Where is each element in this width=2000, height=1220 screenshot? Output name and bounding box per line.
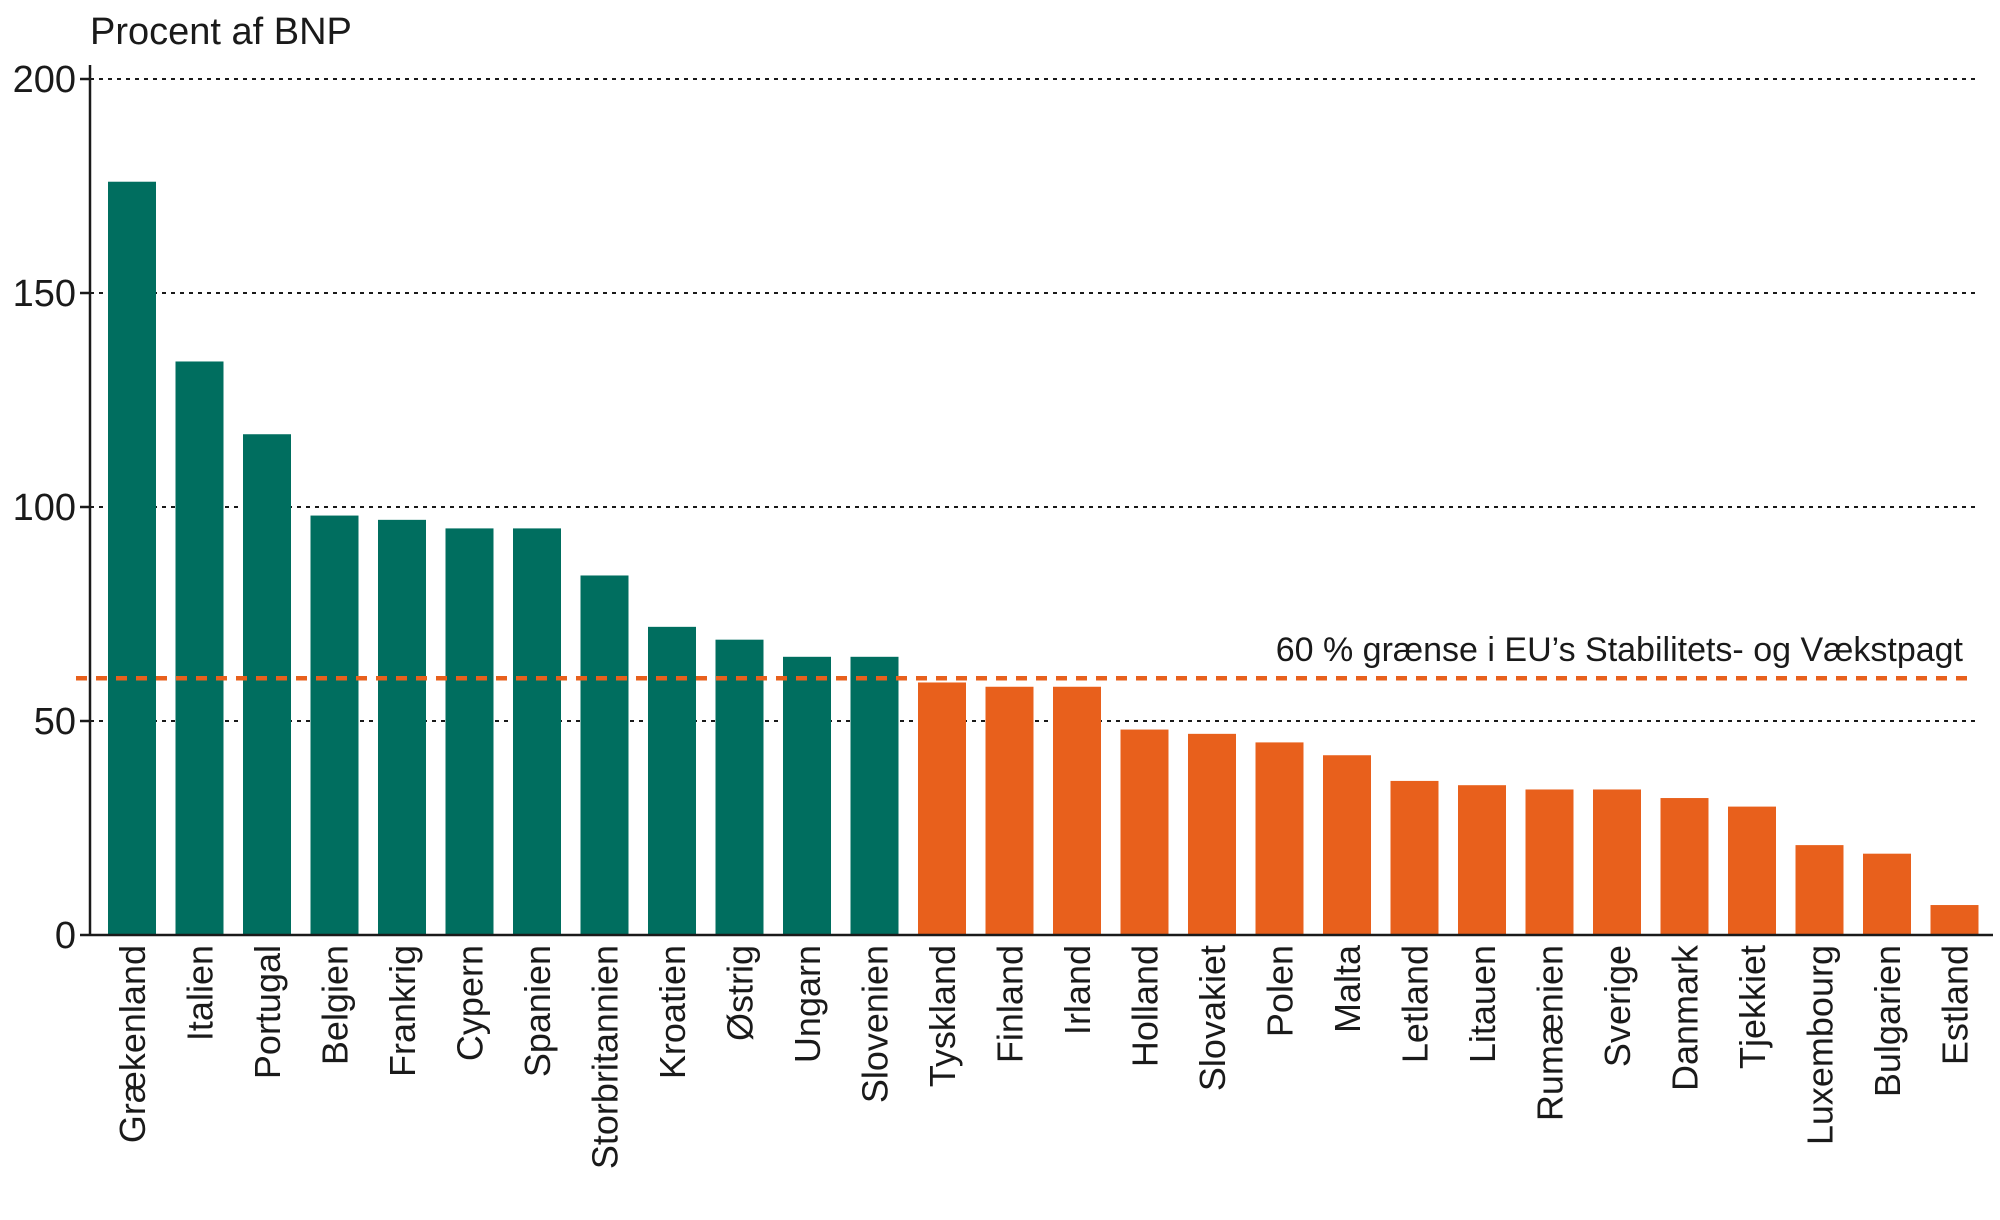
bar-tyskland [918, 682, 966, 935]
category-label: Tjekkiet [1732, 945, 1773, 1069]
category-label: Bulgarien [1867, 945, 1908, 1097]
category-labels: Grækenland Italien Portugal Belgien Frankrig… [112, 944, 1976, 1169]
bar-frankrig [378, 519, 426, 935]
category-label: Frankrig [382, 945, 423, 1077]
category-label: Kroatien [652, 945, 693, 1079]
category-label: Ungarn [787, 945, 828, 1063]
y-tick-label: 100 [13, 487, 76, 529]
category-label: Slovenien [855, 945, 896, 1103]
category-label: Finland [990, 945, 1031, 1063]
y-axis-label: Procent af BNP [90, 11, 352, 53]
bar-malta [1323, 755, 1371, 935]
category-label: Italien [180, 945, 221, 1041]
bar-italien [175, 361, 224, 936]
bar-holland [1120, 729, 1169, 935]
bar-østrig [715, 639, 764, 935]
category-label: Cypern [450, 945, 491, 1061]
category-label: Estland [1935, 945, 1976, 1065]
bar-litauen [1458, 785, 1506, 935]
y-axis-ticks: 0 50 100 150 200 [13, 59, 90, 957]
category-label: Holland [1125, 945, 1166, 1067]
bar-storbritannien [580, 575, 629, 935]
axes [88, 65, 1993, 937]
bar-spanien [513, 528, 561, 935]
bar-ungarn [783, 656, 831, 935]
category-label: Litauen [1462, 945, 1503, 1063]
bar-portugal [243, 434, 291, 935]
category-label: Storbritannien [585, 945, 626, 1169]
bar-polen [1255, 742, 1304, 935]
y-tick-label: 200 [13, 59, 76, 101]
bar-cypern [445, 528, 494, 935]
category-label: Polen [1260, 945, 1301, 1037]
category-label: Irland [1057, 945, 1098, 1035]
bar-rumænien [1525, 789, 1574, 935]
bar-bulgarien [1863, 853, 1911, 935]
bar-slovenien [850, 656, 899, 935]
category-label: Tyskland [922, 945, 963, 1087]
category-label: Luxembourg [1800, 945, 1841, 1145]
bar-finland [985, 686, 1034, 935]
bars [108, 181, 1979, 936]
category-label: Slovakiet [1192, 945, 1233, 1091]
bar-kroatien [648, 626, 696, 935]
bar-danmark [1660, 798, 1709, 935]
category-label: Malta [1327, 944, 1368, 1033]
category-label: Portugal [247, 945, 288, 1079]
reference-line-group: 60 % grænse i EU’s Stabilitets- og Vækst… [76, 631, 1975, 681]
category-label: Grækenland [112, 945, 153, 1143]
bar-slovakiet [1188, 733, 1236, 935]
category-label: Østrig [720, 945, 761, 1041]
y-tick-label: 0 [55, 915, 76, 957]
bar-grækenland [108, 181, 156, 936]
bar-tjekkiet [1728, 806, 1776, 935]
bar-luxembourg [1795, 845, 1844, 935]
category-label: Rumænien [1530, 945, 1571, 1121]
bar-sverige [1593, 789, 1641, 935]
bar-belgien [310, 515, 359, 935]
category-label: Letland [1395, 945, 1436, 1063]
bar-letland [1390, 780, 1439, 935]
category-label: Sverige [1597, 945, 1638, 1067]
limit-reference-label: 60 % grænse i EU’s Stabilitets- og Vækst… [1276, 631, 1964, 669]
grid-lines [90, 78, 1975, 722]
y-tick-label: 150 [13, 273, 76, 315]
y-tick-label: 50 [34, 701, 76, 743]
category-label: Spanien [517, 945, 558, 1077]
category-label: Danmark [1665, 944, 1706, 1091]
category-label: Belgien [315, 945, 356, 1065]
bar-irland [1053, 686, 1101, 935]
bar-estland [1930, 905, 1979, 935]
